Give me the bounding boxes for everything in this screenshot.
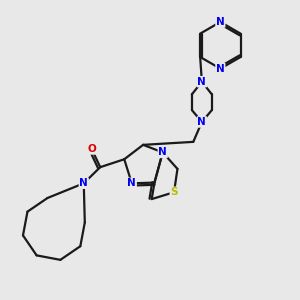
Text: N: N (216, 17, 225, 27)
Text: N: N (80, 178, 88, 188)
Text: N: N (197, 117, 206, 127)
Text: N: N (216, 64, 225, 74)
Text: N: N (197, 77, 206, 87)
Text: N: N (128, 178, 136, 188)
Text: S: S (170, 187, 178, 197)
Text: O: O (87, 144, 96, 154)
Text: N: N (158, 147, 167, 158)
